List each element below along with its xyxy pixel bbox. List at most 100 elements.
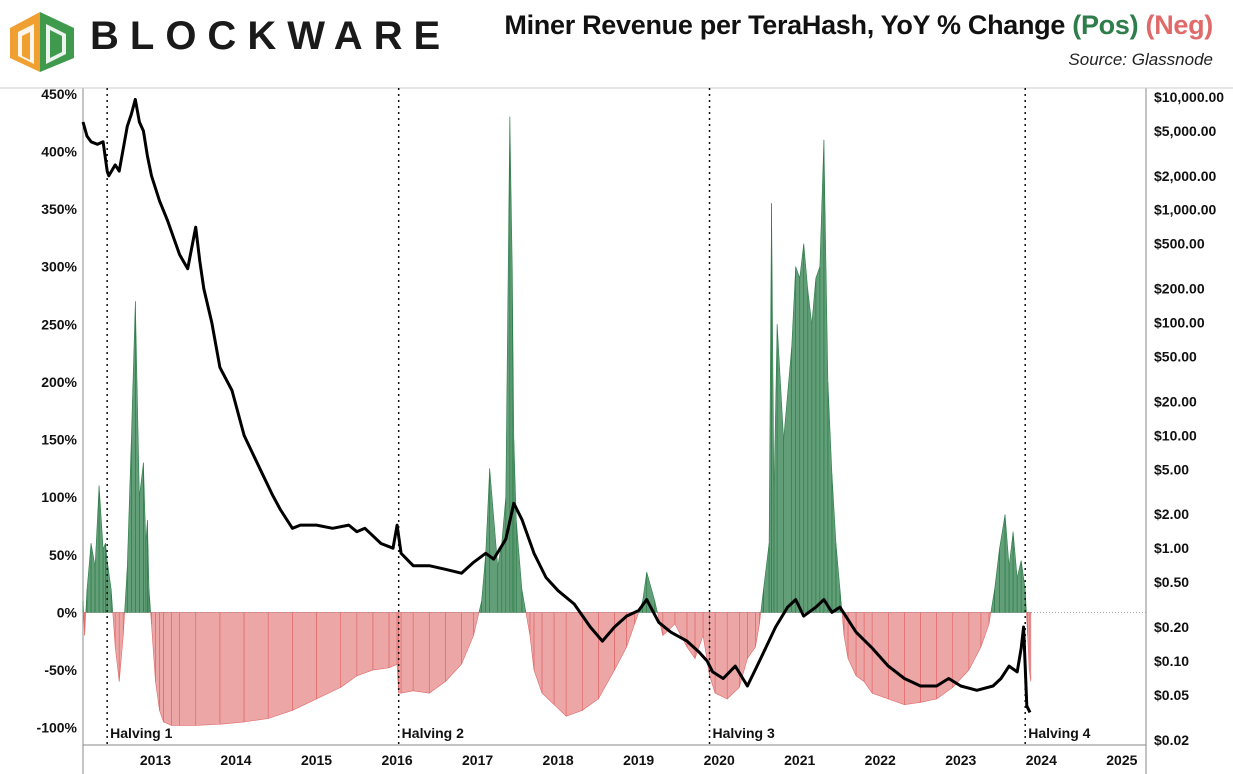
header: BLOCKWARE Miner Revenue per TeraHash, Yo… xyxy=(0,0,1233,85)
yoy-area-negative xyxy=(195,612,221,726)
yoy-area-negative xyxy=(709,612,716,694)
yoy-area-negative xyxy=(171,612,180,726)
yoy-area-negative xyxy=(243,612,269,723)
yoy-area-negative xyxy=(372,612,390,671)
yoy-area-negative xyxy=(686,612,696,660)
chart-frame xyxy=(0,87,1233,774)
left-tick-label: -50% xyxy=(44,662,77,678)
yoy-area-negative xyxy=(163,612,172,726)
yoy-area-negative xyxy=(473,612,480,636)
yoy-area-negative xyxy=(340,612,358,688)
yoy-area-negative xyxy=(151,612,156,682)
yoy-area-negative xyxy=(626,612,635,648)
right-tick-label: $0.20 xyxy=(1154,619,1189,635)
left-tick-label: 150% xyxy=(41,432,77,448)
yoy-area-positive xyxy=(94,485,100,613)
yoy-area-negative xyxy=(863,612,873,695)
yoy-area-positive xyxy=(143,462,147,613)
yoy-area-series xyxy=(82,116,1032,726)
yoy-area-positive xyxy=(819,139,825,613)
right-tick-label: $0.50 xyxy=(1154,574,1189,590)
left-axis: -100% -50% 0% 50% 100% 150% 200% 250% 300% 350% 40… xyxy=(37,86,78,736)
x-tick-label: 2025 xyxy=(1106,752,1137,768)
x-tick-label: 2020 xyxy=(704,752,735,768)
x-tick-label: 2017 xyxy=(462,752,493,768)
yoy-area-positive xyxy=(807,289,813,613)
yoy-area-positive xyxy=(654,600,658,613)
x-tick-label: 2024 xyxy=(1026,752,1057,768)
yoy-area-positive xyxy=(823,139,829,613)
right-tick-label: $0.10 xyxy=(1154,653,1189,669)
yoy-area-positive xyxy=(489,468,499,613)
halving-label: Halving 3 xyxy=(713,725,775,741)
yoy-area-positive xyxy=(131,301,136,613)
yoy-area-negative xyxy=(114,612,120,682)
yoy-area-positive xyxy=(515,520,523,613)
yoy-area-negative xyxy=(904,612,921,706)
right-tick-label: $10,000.00 xyxy=(1154,89,1224,105)
right-tick-label: $5,000.00 xyxy=(1154,123,1216,139)
yoy-area-negative xyxy=(155,612,160,711)
yoy-area-negative xyxy=(980,612,990,648)
x-tick-label: 2022 xyxy=(865,752,896,768)
right-axis: $0.02 $0.05 $0.10 $0.20 $0.50 $1.00 $2.00 $5.00… xyxy=(1154,89,1224,748)
yoy-area-positive xyxy=(799,243,805,613)
chart-source: Source: Glassnode xyxy=(1068,50,1213,69)
x-axis: 2013 2014 2015 2016 2017 2018 2019 2020 2021 2022… xyxy=(140,752,1138,768)
yoy-area-negative xyxy=(118,612,124,682)
left-tick-label: 0% xyxy=(57,604,78,620)
yoy-area-positive xyxy=(102,543,106,613)
yoy-area-negative xyxy=(356,612,374,677)
right-tick-label: $500.00 xyxy=(1154,236,1205,252)
yoy-area-negative xyxy=(533,612,543,694)
neg-legend-label: (Neg) xyxy=(1145,10,1214,40)
yoy-area-negative xyxy=(159,612,164,723)
x-tick-label: 2023 xyxy=(945,752,976,768)
yoy-area-positive xyxy=(773,324,778,613)
chart-title-main: Miner Revenue per TeraHash, YoY % Change xyxy=(504,10,1066,40)
left-tick-label: 350% xyxy=(41,201,77,217)
yoy-area-positive xyxy=(126,439,132,613)
yoy-area-negative xyxy=(841,612,845,636)
right-tick-label: $1.00 xyxy=(1154,540,1189,556)
yoy-area-positive xyxy=(1016,560,1022,613)
x-tick-label: 2014 xyxy=(220,752,251,768)
yoy-area-negative xyxy=(755,612,760,648)
yoy-area-positive xyxy=(771,203,775,613)
yoy-area-negative xyxy=(598,612,615,701)
yoy-area-negative xyxy=(634,612,640,625)
chart-title: Miner Revenue per TeraHash, YoY % Change… xyxy=(504,10,1213,41)
yoy-area-positive xyxy=(760,589,764,613)
yoy-area-positive xyxy=(795,266,801,613)
yoy-area-negative xyxy=(565,612,583,717)
x-tick-label: 2016 xyxy=(381,752,412,768)
yoy-area-negative xyxy=(219,612,245,725)
blockware-logo-icon xyxy=(10,12,74,72)
yoy-area-negative xyxy=(316,612,341,700)
yoy-area-negative xyxy=(988,612,992,625)
left-tick-label: 300% xyxy=(41,259,77,275)
halving-label: Halving 4 xyxy=(1028,725,1090,741)
yoy-area-positive xyxy=(135,301,140,613)
yoy-area-positive xyxy=(501,497,507,613)
right-tick-label: $200.00 xyxy=(1154,281,1205,297)
yoy-area-negative xyxy=(84,612,87,636)
halving-label: Halving 1 xyxy=(110,725,172,741)
yoy-area-negative xyxy=(445,612,462,683)
yoy-area-positive xyxy=(509,116,513,613)
yoy-area-negative xyxy=(267,612,293,719)
yoy-area-negative xyxy=(400,612,414,694)
yoy-area-positive xyxy=(776,324,784,613)
brand-name: BLOCKWARE xyxy=(90,14,452,58)
yoy-area-negative xyxy=(529,612,535,671)
right-tick-label: $2,000.00 xyxy=(1154,168,1216,184)
yoy-area-negative xyxy=(855,612,865,683)
right-tick-label: $20.00 xyxy=(1154,393,1197,409)
yoy-area-negative xyxy=(461,612,474,665)
yoy-area-negative xyxy=(726,612,740,700)
yoy-area-negative xyxy=(888,612,905,706)
yoy-area-negative xyxy=(952,612,970,689)
yoy-area-positive xyxy=(513,439,517,613)
yoy-area-negative xyxy=(388,612,398,669)
yoy-area-negative xyxy=(920,612,937,703)
